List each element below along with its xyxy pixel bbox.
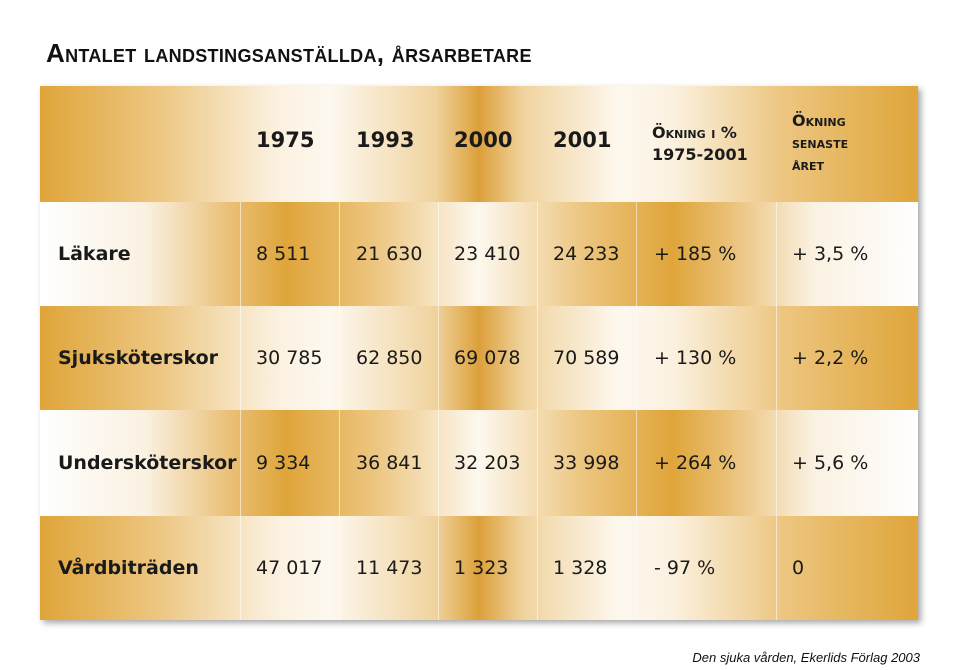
header-change-last-line3: året	[792, 155, 825, 174]
table-header-row: 1975 1993 2000 2001 Ökning i % 1975-2001…	[40, 86, 918, 202]
table-row-lakare: Läkare 8 511 21 630 23 410 24 233 + 185 …	[40, 202, 918, 306]
table-cell: + 3,5 %	[792, 243, 869, 265]
table-cell: 33 998	[553, 452, 620, 474]
header-year-2001: 2001	[553, 128, 612, 152]
header-change-last: Ökning senaste året	[792, 110, 848, 176]
table-cell: 24 233	[553, 243, 620, 265]
column-divider	[339, 202, 340, 620]
row-label: Vårdbiträden	[58, 557, 199, 579]
table-cell: 47 017	[256, 557, 323, 579]
header-year-1993: 1993	[356, 128, 415, 152]
row-label: Läkare	[58, 243, 131, 265]
table-cell: 1 328	[553, 557, 608, 579]
header-year-2000: 2000	[454, 128, 513, 152]
header-change-total-line1: Ökning i %	[652, 123, 737, 142]
header-year-1975: 1975	[256, 128, 315, 152]
table-row-sjukskoterskor: Sjuksköterskor 30 785 62 850 69 078 70 5…	[40, 306, 918, 410]
table-cell: 21 630	[356, 243, 423, 265]
table-cell: 9 334	[256, 452, 311, 474]
column-divider	[240, 202, 241, 620]
table-row-underskoterskor: Undersköterskor 9 334 36 841 32 203 33 9…	[40, 410, 918, 516]
table-cell: 11 473	[356, 557, 423, 579]
table-cell: + 2,2 %	[792, 347, 869, 369]
header-change-last-line1: Ökning	[792, 111, 846, 130]
data-table: 1975 1993 2000 2001 Ökning i % 1975-2001…	[40, 86, 918, 620]
table-cell: + 5,6 %	[792, 452, 869, 474]
column-divider	[776, 202, 777, 620]
table-cell: 36 841	[356, 452, 423, 474]
page-title: Antalet landstingsanställda, årsarbetare	[46, 38, 532, 68]
header-change-total: Ökning i % 1975-2001	[652, 122, 748, 166]
column-divider	[537, 202, 538, 620]
header-change-total-line2: 1975-2001	[652, 145, 748, 164]
table-cell: 23 410	[454, 243, 521, 265]
table-cell: - 97 %	[654, 557, 716, 579]
row-label: Undersköterskor	[58, 452, 237, 474]
table-row-vardbitraden: Vårdbiträden 47 017 11 473 1 323 1 328 -…	[40, 516, 918, 620]
table-cell: + 130 %	[654, 347, 737, 369]
table-cell: + 185 %	[654, 243, 737, 265]
source-credit: Den sjuka vården, Ekerlids Förlag 2003	[692, 650, 920, 665]
column-divider	[636, 202, 637, 620]
table-cell: 62 850	[356, 347, 423, 369]
table-cell: 1 323	[454, 557, 509, 579]
table-cell: 30 785	[256, 347, 323, 369]
table-cell: 0	[792, 557, 805, 579]
table-cell: + 264 %	[654, 452, 737, 474]
table-cell: 69 078	[454, 347, 521, 369]
row-label: Sjuksköterskor	[58, 347, 219, 369]
column-divider	[438, 202, 439, 620]
table-cell: 70 589	[553, 347, 620, 369]
table-cell: 32 203	[454, 452, 521, 474]
table-cell: 8 511	[256, 243, 311, 265]
header-change-last-line2: senaste	[792, 133, 849, 152]
